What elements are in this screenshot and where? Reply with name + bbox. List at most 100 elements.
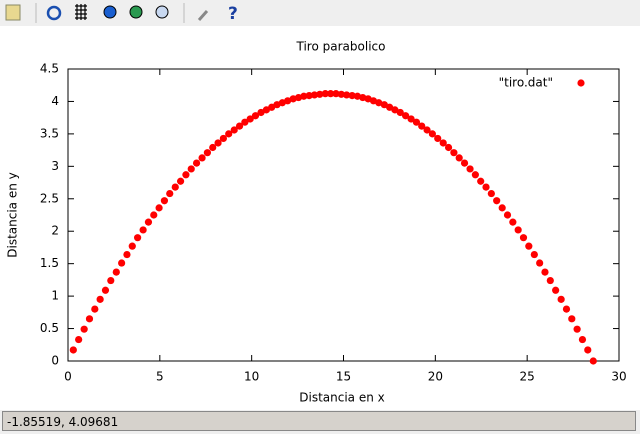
point bbox=[401, 112, 410, 120]
point bbox=[460, 159, 469, 167]
point bbox=[444, 143, 453, 152]
point bbox=[235, 122, 244, 130]
point bbox=[487, 189, 495, 198]
point bbox=[262, 106, 270, 114]
point bbox=[80, 325, 88, 333]
x-tick-label: 0 bbox=[64, 370, 72, 384]
point bbox=[166, 189, 174, 198]
point bbox=[257, 108, 265, 117]
y-tick-label: 2.5 bbox=[40, 191, 59, 205]
point bbox=[525, 242, 533, 250]
point bbox=[380, 101, 388, 109]
y-tick-label: 4.5 bbox=[40, 62, 59, 76]
point bbox=[91, 305, 99, 313]
point bbox=[348, 92, 356, 100]
grid-button[interactable] bbox=[75, 4, 87, 20]
point bbox=[482, 183, 490, 191]
point bbox=[139, 226, 147, 234]
point bbox=[423, 126, 431, 134]
point bbox=[450, 149, 458, 157]
point bbox=[134, 234, 142, 242]
y-tick-label: 3 bbox=[51, 159, 59, 173]
point bbox=[182, 171, 190, 179]
y-tick-label: 4 bbox=[51, 94, 59, 108]
point bbox=[101, 286, 110, 294]
point bbox=[375, 99, 383, 107]
point bbox=[300, 92, 308, 100]
point bbox=[160, 197, 169, 205]
point bbox=[310, 91, 319, 99]
point bbox=[471, 171, 479, 179]
point bbox=[316, 90, 324, 98]
point bbox=[578, 335, 587, 344]
point bbox=[552, 286, 560, 294]
x-tick-label: 30 bbox=[611, 370, 626, 384]
x-axis-label: Distancia en x bbox=[299, 391, 385, 405]
point bbox=[214, 139, 222, 147]
point bbox=[332, 90, 340, 98]
point bbox=[498, 204, 506, 212]
toolbar bbox=[0, 0, 640, 26]
point bbox=[192, 159, 201, 167]
point bbox=[509, 218, 517, 226]
point bbox=[455, 154, 463, 162]
point bbox=[96, 295, 104, 303]
point bbox=[187, 165, 195, 173]
legend-label: "tiro.dat" bbox=[499, 76, 553, 90]
replot-button[interactable] bbox=[46, 5, 62, 21]
y-tick-label: 1 bbox=[51, 289, 59, 303]
point bbox=[112, 268, 120, 276]
copy-button[interactable] bbox=[5, 4, 21, 21]
point bbox=[219, 134, 227, 143]
point bbox=[391, 106, 399, 114]
point bbox=[118, 259, 126, 267]
point bbox=[466, 165, 474, 173]
point bbox=[69, 346, 77, 354]
point bbox=[85, 315, 94, 323]
zoom-next-button[interactable] bbox=[129, 5, 143, 19]
point bbox=[396, 108, 404, 117]
plot-background bbox=[0, 26, 640, 410]
zoom-prev-button[interactable] bbox=[103, 5, 117, 19]
point bbox=[536, 259, 544, 267]
point bbox=[241, 118, 249, 126]
point bbox=[321, 90, 329, 98]
legend-marker bbox=[577, 79, 585, 87]
point bbox=[477, 177, 485, 185]
point bbox=[246, 115, 254, 123]
help-button[interactable]: ? bbox=[228, 4, 238, 24]
point bbox=[407, 115, 415, 123]
x-tick-label: 5 bbox=[156, 370, 164, 384]
x-tick-label: 15 bbox=[336, 370, 351, 384]
point bbox=[546, 276, 554, 285]
y-tick-label: 1.5 bbox=[40, 256, 59, 270]
point bbox=[439, 139, 447, 147]
point bbox=[284, 97, 292, 105]
point bbox=[503, 211, 512, 219]
y-tick-label: 3.5 bbox=[40, 126, 59, 140]
point bbox=[493, 197, 501, 205]
point bbox=[203, 149, 212, 157]
x-tick-label: 25 bbox=[520, 370, 535, 384]
point bbox=[209, 143, 217, 152]
point bbox=[251, 112, 260, 120]
point bbox=[144, 218, 153, 226]
x-tick-label: 20 bbox=[428, 370, 443, 384]
point bbox=[230, 126, 238, 134]
point bbox=[541, 268, 549, 276]
y-tick-label: 0 bbox=[51, 354, 59, 368]
point bbox=[343, 91, 351, 99]
point bbox=[198, 154, 206, 162]
point bbox=[123, 250, 131, 259]
point bbox=[225, 130, 233, 138]
point bbox=[428, 130, 436, 138]
point bbox=[519, 234, 528, 242]
point bbox=[514, 226, 522, 234]
point bbox=[573, 325, 581, 333]
point bbox=[268, 103, 276, 111]
point bbox=[434, 134, 442, 143]
autoscale-button[interactable] bbox=[155, 5, 169, 19]
config-button[interactable] bbox=[197, 10, 209, 21]
point bbox=[562, 305, 571, 313]
